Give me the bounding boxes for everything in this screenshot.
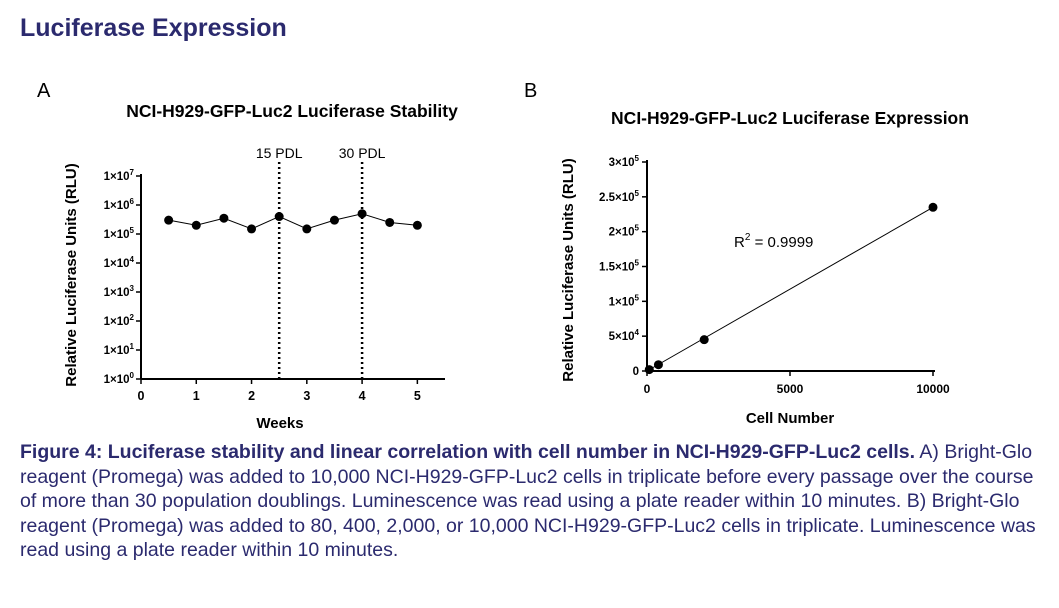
chart-b-y-tick-label: 2.5×105 bbox=[599, 189, 640, 204]
chart-b-x-tick-label: 0 bbox=[644, 382, 651, 396]
page-title: Luciferase Expression bbox=[20, 14, 287, 42]
chart-a-data-point bbox=[329, 215, 339, 225]
chart-b-x-tick-label: 5000 bbox=[777, 382, 804, 396]
chart-a-y-tick-label-base: 1×10 bbox=[104, 287, 130, 299]
chart-a-x-tick-label: 4 bbox=[359, 389, 366, 403]
chart-a-x-tick-label: 5 bbox=[414, 389, 421, 403]
chart-b-y-tick-label: 2×105 bbox=[609, 224, 640, 239]
chart-b-x-axis-label: Cell Number bbox=[746, 410, 835, 427]
chart-b-trendline bbox=[646, 206, 934, 372]
chart-a-y-tick-label-base: 1×10 bbox=[104, 171, 130, 183]
panel-label-b: B bbox=[524, 80, 538, 102]
chart-a-data-point bbox=[385, 217, 395, 227]
chart-a-y-tick-label-exp: 3 bbox=[130, 284, 135, 293]
caption-text: A) Bright-Glo reagent (Promega) was adde… bbox=[20, 441, 1036, 561]
chart-b-title: NCI-H929-GFP-Luc2 Luciferase Expression bbox=[611, 108, 969, 128]
chart-a-pdl-label: 30 PDL bbox=[339, 145, 386, 161]
chart-a-title: NCI-H929-GFP-Luc2 Luciferase Stability bbox=[126, 101, 458, 121]
chart-a-y-tick-label-exp: 7 bbox=[130, 168, 135, 177]
chart-a-y-tick-label-exp: 1 bbox=[130, 342, 135, 351]
chart-a-y-tick-label: 1×101 bbox=[104, 342, 135, 357]
chart-a-y-tick-label: 1×104 bbox=[104, 255, 135, 270]
chart-b-y-tick-label-exp: 5 bbox=[635, 293, 640, 302]
chart-a-data-point bbox=[164, 215, 174, 225]
chart-b-data-point bbox=[644, 365, 654, 375]
chart-a-data-point bbox=[412, 220, 422, 230]
chart-b-y-tick-label-exp: 5 bbox=[635, 259, 640, 268]
chart-a-y-tick-label-base: 1×10 bbox=[104, 345, 130, 357]
chart-a-y-tick-label: 1×105 bbox=[104, 226, 135, 241]
chart-a-y-axis-label: Relative Luciferase Units (RLU) bbox=[63, 163, 80, 386]
chart-b-data-point bbox=[928, 202, 938, 212]
chart-b-x-tick-label: 10000 bbox=[916, 382, 950, 396]
chart-a-x-tick-label: 0 bbox=[138, 389, 145, 403]
chart-a-y-tick-label-base: 1×10 bbox=[104, 229, 130, 241]
chart-a-y-tick-label-base: 1×10 bbox=[104, 374, 130, 386]
chart-b-y-tick-label-exp: 4 bbox=[635, 328, 640, 337]
chart-a-x-tick-label: 2 bbox=[248, 389, 255, 403]
chart-a-data-point bbox=[274, 212, 284, 222]
r-squared-label: R2 = 0.9999 bbox=[734, 232, 813, 251]
chart-a-y-tick-label: 1×106 bbox=[104, 197, 135, 212]
chart-a-x-tick-label: 3 bbox=[303, 389, 310, 403]
chart-a-series-line bbox=[168, 213, 418, 230]
chart-a-stability: NCI-H929-GFP-Luc2 Luciferase Stability R… bbox=[63, 101, 458, 432]
chart-b-y-tick-label: 5×104 bbox=[609, 328, 640, 343]
chart-b-y-tick-label: 3×105 bbox=[609, 154, 640, 169]
chart-a-y-tick-label-exp: 4 bbox=[130, 255, 135, 264]
chart-b-data-point bbox=[653, 360, 663, 370]
chart-b-y-axis-label: Relative Luciferase Units (RLU) bbox=[560, 158, 577, 381]
panel-label-a: A bbox=[37, 80, 51, 102]
chart-b-data-point bbox=[699, 335, 709, 345]
chart-a-y-tick-label: 1×102 bbox=[104, 313, 135, 328]
chart-b-y-tick-label-exp: 5 bbox=[635, 189, 640, 198]
chart-a-y-tick-label: 1×100 bbox=[104, 371, 135, 386]
chart-a-y-tick-label-exp: 5 bbox=[130, 226, 135, 235]
chart-b-y-tick-label: 0 bbox=[633, 366, 639, 378]
chart-b-y-tick-label-base: 1×10 bbox=[609, 296, 635, 308]
chart-a-data-point bbox=[219, 213, 229, 223]
chart-b-y-tick-label-base: 1.5×10 bbox=[599, 262, 635, 274]
chart-a-data-point bbox=[191, 220, 201, 230]
chart-b-expression: NCI-H929-GFP-Luc2 Luciferase Expression … bbox=[560, 108, 969, 427]
chart-b-y-tick-label-base: 5×10 bbox=[609, 331, 635, 343]
figure-caption: Figure 4: Luciferase stability and linea… bbox=[20, 440, 1050, 563]
chart-b-y-tick-label: 1×105 bbox=[609, 293, 640, 308]
chart-a-data-point bbox=[302, 224, 312, 234]
chart-a-y-tick-label-exp: 6 bbox=[130, 197, 135, 206]
chart-b-y-tick-label-base: 3×10 bbox=[609, 157, 635, 169]
chart-b-y-tick-label-base: 2.5×10 bbox=[599, 192, 635, 204]
chart-a-y-tick-label: 1×103 bbox=[104, 284, 135, 299]
chart-a-x-axis-label: Weeks bbox=[256, 415, 303, 432]
chart-a-data-point bbox=[357, 209, 367, 219]
chart-a-y-tick-label-base: 1×10 bbox=[104, 200, 130, 212]
chart-a-pdl-label: 15 PDL bbox=[256, 145, 303, 161]
chart-b-y-tick-label: 1.5×105 bbox=[599, 259, 640, 274]
chart-b-y-tick-label-base: 2×10 bbox=[609, 227, 635, 239]
chart-a-data-point bbox=[247, 224, 257, 234]
chart-b-y-tick-label-base: 0 bbox=[633, 366, 639, 378]
caption-bold: Figure 4: Luciferase stability and linea… bbox=[20, 441, 916, 463]
chart-a-y-tick-label-exp: 0 bbox=[130, 371, 135, 380]
chart-a-y-tick-label-base: 1×10 bbox=[104, 258, 130, 270]
chart-b-y-tick-label-exp: 5 bbox=[635, 224, 640, 233]
chart-a-x-tick-label: 1 bbox=[193, 389, 200, 403]
chart-a-y-tick-label-base: 1×10 bbox=[104, 316, 130, 328]
chart-a-y-tick-label-exp: 2 bbox=[130, 313, 135, 322]
chart-b-y-tick-label-exp: 5 bbox=[635, 154, 640, 163]
chart-a-y-tick-label: 1×107 bbox=[104, 168, 135, 183]
